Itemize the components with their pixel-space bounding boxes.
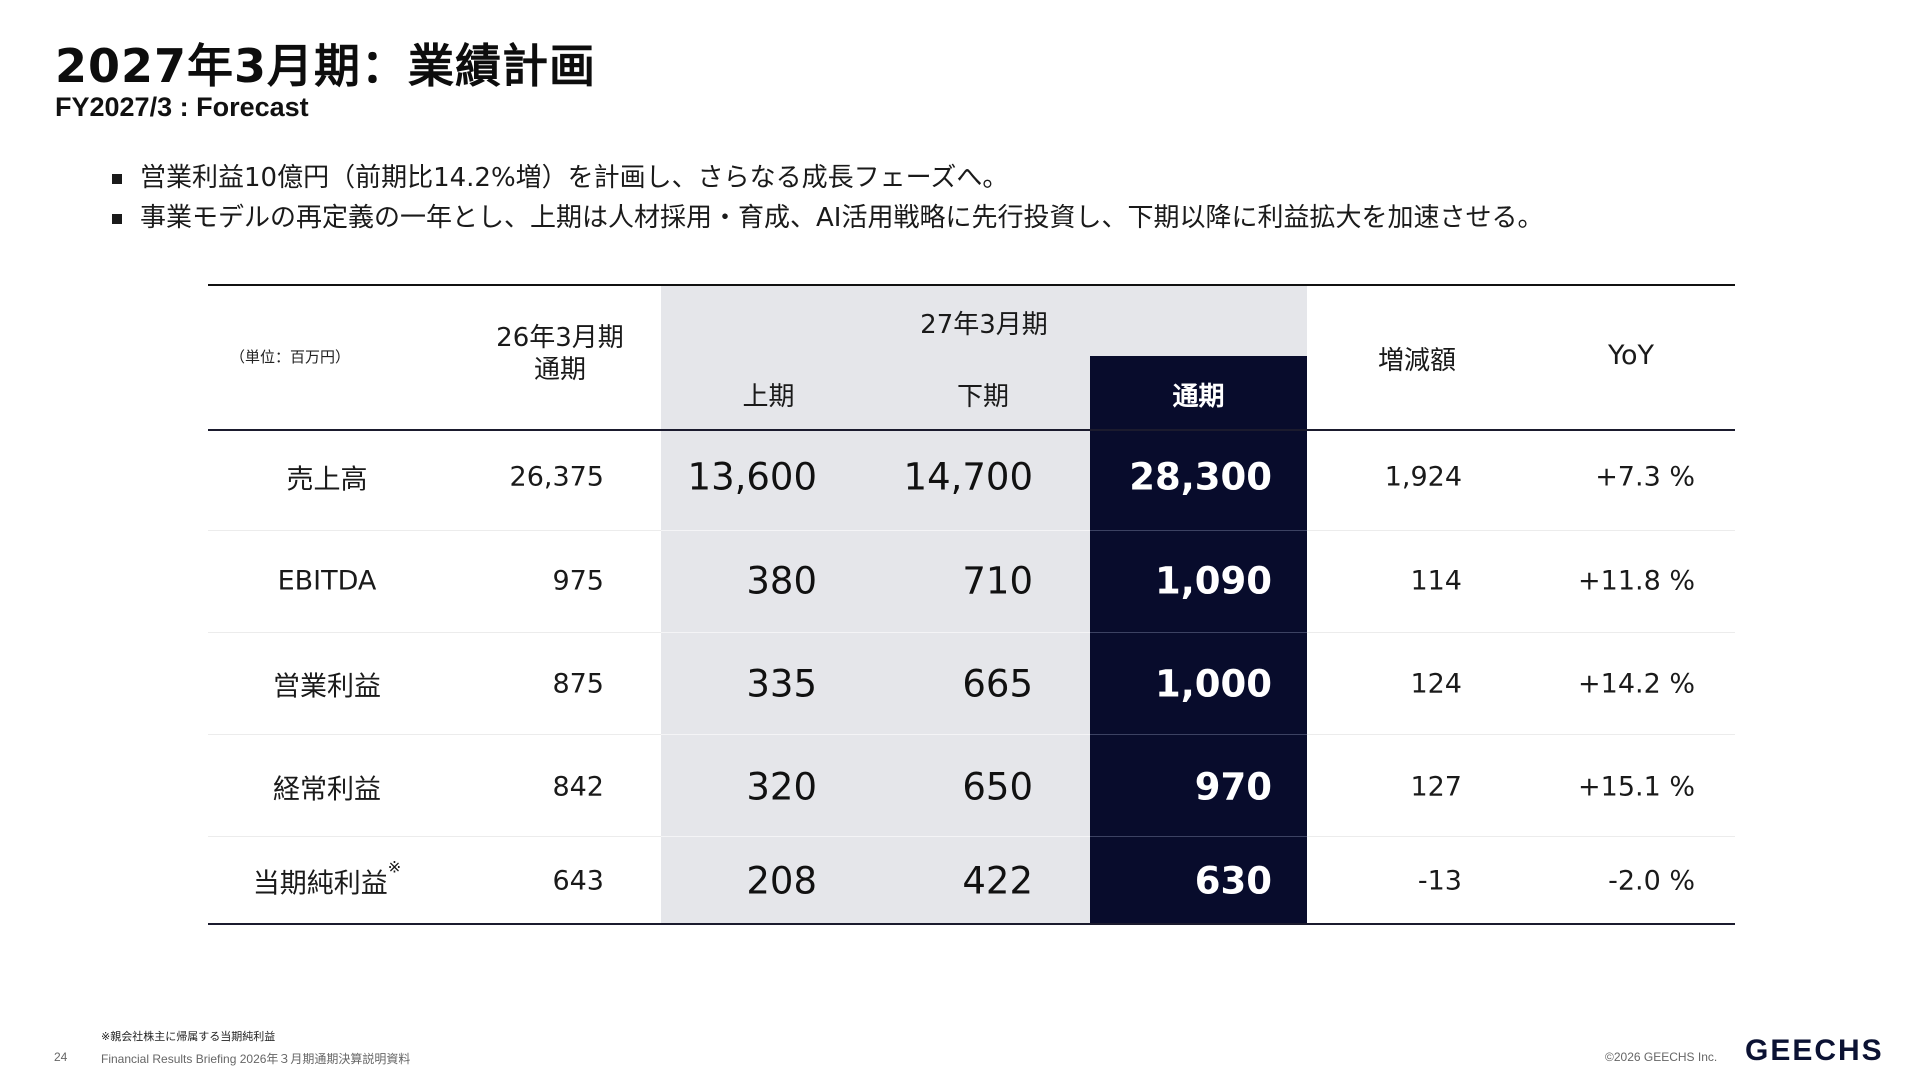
forecast-table: （単位：百万円） 26年3月期 通期 27年3月期 上期 下期 通期 増減額 Y… <box>208 284 1735 925</box>
bullet-item: 事業モデルの再定義の一年とし、上期は人材採用・育成、AI活用戦略に先行投資し、下… <box>110 198 1543 238</box>
row-label: 売上高 <box>286 464 368 496</box>
bullet-text: 事業モデルの再定義の一年とし、上期は人材採用・育成、AI活用戦略に先行投資し、下… <box>140 203 1544 233</box>
header-change: 増減額 <box>1377 346 1456 376</box>
page-subtitle: FY2027/3 : Forecast <box>55 92 309 122</box>
company-logo: GEECHS <box>1745 1034 1884 1067</box>
header-prev-year-line2: 通期 <box>533 355 586 385</box>
cell-prev-year: 26,375 <box>509 461 604 493</box>
unit-label: （単位：百万円） <box>230 348 351 366</box>
cell-yoy: -2.0 % <box>1608 865 1695 897</box>
header-yoy: YoY <box>1608 340 1654 371</box>
page-number: 24 <box>54 1050 68 1064</box>
cell-yoy: +7.3 % <box>1595 461 1695 493</box>
bullet-square-icon <box>112 174 122 184</box>
cell-second-half: 650 <box>962 765 1033 809</box>
table-header-rule <box>208 429 1735 431</box>
cell-change: 1,924 <box>1384 461 1462 493</box>
cell-first-half: 380 <box>746 559 817 603</box>
cell-second-half: 422 <box>962 859 1033 903</box>
row-label: 当期純利益※ <box>208 858 446 901</box>
full-year-column-highlight <box>1090 356 1307 925</box>
header-first-half: 上期 <box>742 382 795 412</box>
cell-prev-year: 875 <box>552 668 604 700</box>
header-second-half: 下期 <box>956 382 1009 412</box>
cell-first-half: 208 <box>746 859 817 903</box>
bullet-list: 営業利益10億円（前期比14.2%増）を計画し、さらなる成長フェーズへ。 事業モ… <box>110 158 1543 238</box>
cell-full-year: 1,090 <box>1154 559 1272 603</box>
cell-yoy: +11.8 % <box>1578 565 1695 597</box>
row-label: EBITDA <box>277 565 377 597</box>
header-full-year: 通期 <box>1172 382 1225 412</box>
cell-change: 124 <box>1410 668 1462 700</box>
cell-yoy: +15.1 % <box>1578 771 1695 803</box>
row-separator <box>208 530 1735 531</box>
cell-full-year: 28,300 <box>1129 455 1272 499</box>
row-separator <box>208 632 1735 633</box>
cell-prev-year: 975 <box>552 565 604 597</box>
cell-change: 114 <box>1410 565 1462 597</box>
cell-first-half: 320 <box>746 765 817 809</box>
footnote: ※親会社株主に帰属する当期純利益 <box>101 1030 276 1043</box>
row-separator <box>208 734 1735 735</box>
cell-yoy: +14.2 % <box>1578 668 1695 700</box>
row-separator <box>208 836 1735 837</box>
row-label: 営業利益 <box>273 671 381 703</box>
cell-full-year: 1,000 <box>1154 662 1272 706</box>
cell-change: 127 <box>1410 771 1462 803</box>
cell-second-half: 665 <box>962 662 1033 706</box>
table-top-rule <box>208 284 1735 286</box>
bullet-item: 営業利益10億円（前期比14.2%増）を計画し、さらなる成長フェーズへ。 <box>110 158 1543 198</box>
header-forecast-period: 27年3月期 <box>920 310 1048 340</box>
cell-change: -13 <box>1417 865 1462 897</box>
cell-second-half: 710 <box>962 559 1033 603</box>
cell-prev-year: 842 <box>552 771 604 803</box>
table-bottom-rule <box>208 923 1735 925</box>
cell-second-half: 14,700 <box>903 455 1033 499</box>
bullet-text: 営業利益10億円（前期比14.2%増）を計画し、さらなる成長フェーズへ。 <box>140 163 1009 193</box>
page-title: 2027年3月期：業績計画 <box>55 39 597 93</box>
header-prev-year-line1: 26年3月期 <box>496 323 624 353</box>
cell-first-half: 13,600 <box>687 455 817 499</box>
row-label: 経常利益 <box>273 774 381 806</box>
row-label-note: ※ <box>387 857 402 877</box>
header-prev-year: 26年3月期 通期 <box>460 322 660 386</box>
row-label-text: 当期純利益 <box>252 868 388 900</box>
cell-first-half: 335 <box>746 662 817 706</box>
cell-full-year: 970 <box>1194 765 1272 809</box>
cell-full-year: 630 <box>1194 859 1272 903</box>
bullet-square-icon <box>112 214 122 224</box>
footer-text: Financial Results Briefing 2026年３月期通期決算説… <box>101 1052 411 1066</box>
copyright: ©2026 GEECHS Inc. <box>1605 1050 1718 1064</box>
cell-prev-year: 643 <box>552 865 604 897</box>
